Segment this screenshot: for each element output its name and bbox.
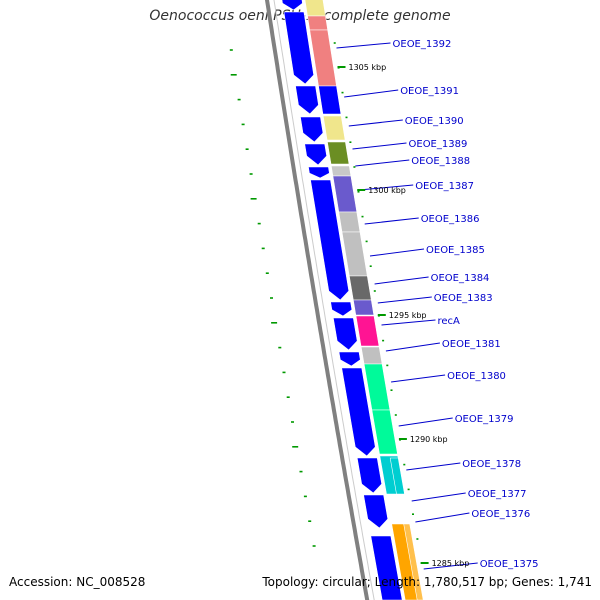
- gene-label[interactable]: OEOE_1376: [471, 509, 530, 520]
- label-connector: [415, 512, 470, 523]
- kbp-tick-label: 1300 kbp: [368, 186, 406, 195]
- gene-block[interactable]: [348, 275, 372, 301]
- cds-arrow[interactable]: [304, 143, 328, 166]
- gene-label[interactable]: OEOE_1380: [447, 371, 506, 382]
- label-connector: [398, 417, 453, 427]
- gene-block[interactable]: [307, 15, 329, 31]
- gene-label[interactable]: OEOE_1379: [455, 414, 514, 425]
- cds-ring: [281, 0, 403, 600]
- backbone-line: [264, 0, 370, 600]
- gene-block[interactable]: [371, 409, 398, 455]
- label-connector: [411, 492, 466, 502]
- gene-label[interactable]: OEOE_1391: [400, 86, 459, 97]
- gene-block[interactable]: [330, 165, 352, 177]
- gene-label[interactable]: OEOE_1390: [405, 116, 464, 127]
- backbone: [264, 0, 375, 600]
- gene-block[interactable]: [304, 0, 326, 17]
- gene-block[interactable]: [332, 175, 358, 213]
- kbp-tick-label: 1305 kbp: [349, 63, 387, 72]
- cds-arrow[interactable]: [338, 351, 361, 367]
- backbone-inner-line: [273, 0, 375, 600]
- cds-arrow[interactable]: [308, 166, 330, 179]
- label-connector: [377, 296, 432, 304]
- gene-block[interactable]: [360, 346, 383, 365]
- gene-label[interactable]: OEOE_1381: [442, 339, 501, 350]
- cds-arrow[interactable]: [370, 535, 403, 600]
- label-connector: [406, 462, 461, 471]
- gene-block[interactable]: [318, 85, 342, 115]
- accession: Accession: NC_008528: [9, 575, 146, 589]
- gene-block[interactable]: [389, 457, 405, 495]
- label-connector: [348, 119, 403, 127]
- cds-arrow[interactable]: [341, 367, 376, 457]
- cds-arrow[interactable]: [363, 494, 389, 529]
- gene-block[interactable]: [327, 141, 350, 165]
- label-connector: [385, 342, 440, 352]
- gene-label[interactable]: OEOE_1383: [434, 293, 493, 304]
- label-connector: [381, 319, 436, 326]
- label-connector: [352, 142, 407, 150]
- gene-block[interactable]: [341, 231, 368, 277]
- gene-label[interactable]: OEOE_1377: [468, 489, 527, 500]
- gene-labels: OEOE_1392 OEOE_1391 OEOE_1390 OEOE_1389 OEOE…: [336, 39, 539, 570]
- label-connector: [359, 184, 414, 191]
- gene-label[interactable]: OEOE_1375: [480, 559, 539, 570]
- cds-arrow[interactable]: [295, 85, 319, 115]
- kbp-ticks: 1305 kbp 1300 kbp 1295 kbp 1290 kbp 1285 kbp: [337, 63, 470, 568]
- gene-label[interactable]: OEOE_1388: [411, 156, 470, 167]
- gene-label[interactable]: OEOE_1386: [421, 214, 480, 225]
- gene-block[interactable]: [389, 511, 410, 523]
- gene-label[interactable]: OEOE_1387: [415, 181, 474, 192]
- kbp-tick-label: 1290 kbp: [410, 435, 448, 444]
- cds-arrow[interactable]: [310, 179, 350, 301]
- genome-summary: Topology: circular; Length: 1,780,517 bp…: [262, 575, 592, 589]
- label-connector: [391, 374, 446, 383]
- kbp-tick-label: 1295 kbp: [389, 311, 427, 320]
- label-connector: [374, 276, 429, 285]
- cds-arrow[interactable]: [283, 11, 315, 85]
- cds-arrow[interactable]: [330, 301, 353, 317]
- cds-arrow[interactable]: [332, 317, 358, 351]
- gene-block[interactable]: [352, 299, 375, 316]
- gene-block[interactable]: [386, 495, 408, 511]
- gene-label[interactable]: recA: [438, 316, 461, 327]
- kbp-tick-label: 1285 kbp: [432, 559, 470, 568]
- cds-arrow[interactable]: [281, 0, 303, 11]
- feature-ring: [304, 0, 424, 600]
- gene-label[interactable]: OEOE_1389: [409, 139, 468, 150]
- label-connector: [344, 89, 399, 98]
- label-connector: [364, 217, 419, 225]
- gene-label[interactable]: OEOE_1392: [393, 39, 452, 50]
- gene-label[interactable]: OEOE_1385: [426, 245, 485, 256]
- cds-arrow[interactable]: [300, 116, 324, 143]
- gene-block[interactable]: [355, 315, 380, 347]
- gene-block[interactable]: [338, 211, 361, 233]
- gene-block[interactable]: [322, 115, 346, 141]
- label-connector: [369, 248, 425, 257]
- cds-arrow[interactable]: [356, 457, 383, 494]
- gene-block[interactable]: [309, 29, 337, 87]
- gene-label[interactable]: OEOE_1378: [462, 459, 521, 470]
- label-connector: [336, 42, 391, 49]
- gene-label[interactable]: OEOE_1384: [431, 273, 490, 284]
- label-connector: [355, 159, 410, 167]
- label-connector: [423, 562, 478, 570]
- gene-block[interactable]: [403, 523, 424, 600]
